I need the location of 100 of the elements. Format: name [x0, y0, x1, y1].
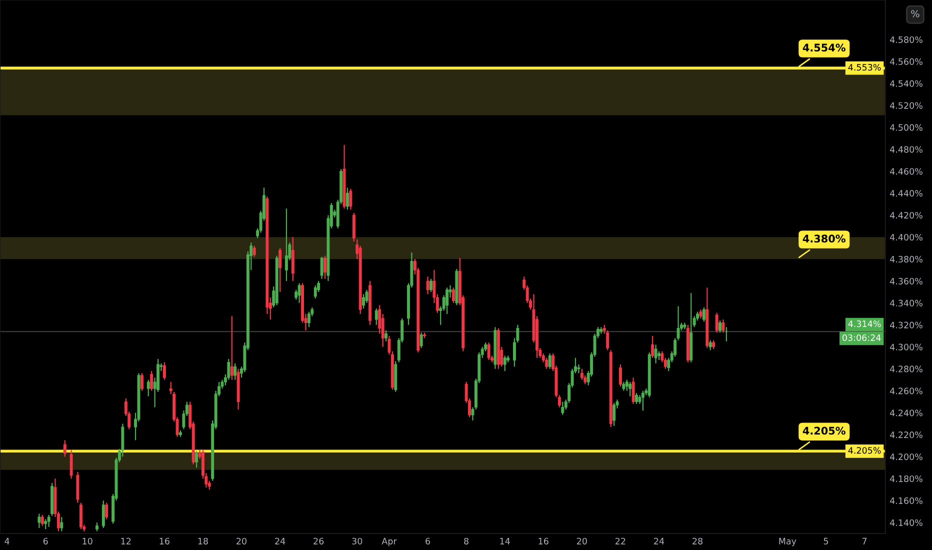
y-tick-label: 4.340% — [890, 300, 922, 306]
y-tick-label: 4.480% — [890, 146, 922, 153]
candlestick — [429, 278, 432, 293]
candlestick — [324, 255, 326, 280]
x-tick-label: 16 — [538, 538, 548, 544]
y-tick-label: 4.540% — [890, 80, 922, 87]
y-tick-label: 4.580% — [890, 36, 922, 43]
candlestick — [635, 392, 638, 405]
candlestick — [169, 381, 172, 395]
candlestick — [291, 236, 294, 282]
candlestick — [561, 401, 564, 416]
candlestick — [70, 450, 73, 480]
candlestick — [362, 294, 366, 310]
x-tick-label: 26 — [314, 538, 324, 544]
x-tick-label: 10 — [82, 538, 92, 544]
candlestick — [612, 402, 616, 426]
y-tick-label: 4.460% — [890, 168, 922, 175]
candlestick — [651, 335, 654, 358]
candlestick — [374, 308, 378, 326]
x-tick-label: 4 — [4, 538, 10, 544]
candlestick — [346, 187, 349, 210]
y-tick-label: 4.500% — [890, 124, 922, 131]
x-tick-label: 16 — [160, 538, 170, 544]
y-tick-label: 4.180% — [890, 475, 922, 482]
y-tick-label: 4.260% — [890, 388, 922, 394]
x-tick-label: 6 — [43, 538, 48, 544]
y-tick-label: 4.140% — [890, 519, 922, 526]
annotation: 4.205% — [848, 447, 881, 454]
x-tick-label: 12 — [121, 538, 131, 544]
candlestick — [641, 390, 644, 412]
annotation: 03:06:24 — [842, 334, 881, 341]
candlestick — [349, 188, 352, 210]
x-tick-label: 6 — [426, 538, 430, 544]
y-tick-label: 4.300% — [890, 344, 922, 350]
candlestick — [580, 368, 584, 380]
candlestick — [146, 379, 150, 397]
candlestick — [195, 450, 198, 468]
x-tick-label: 20 — [576, 538, 587, 544]
x-tick-label: 30 — [352, 538, 362, 544]
y-tick-label: 4.160% — [890, 497, 922, 504]
candlestick — [38, 513, 41, 529]
ref-line-label: 4.205% — [802, 426, 846, 435]
candlestick — [234, 362, 237, 380]
candlestick — [47, 514, 50, 528]
candlestick — [452, 287, 455, 304]
candlestick — [63, 440, 66, 458]
candlestick — [162, 362, 166, 380]
candlestick — [140, 372, 144, 392]
y-tick-label: 4.520% — [890, 102, 922, 109]
y-tick-label: 4.200% — [890, 453, 922, 460]
ref-line-label: 4.554% — [802, 44, 846, 52]
candlestick — [314, 284, 317, 300]
candlestick — [503, 355, 506, 372]
annotation: 4.553% — [848, 64, 881, 71]
x-tick-label: 24 — [654, 538, 664, 544]
y-tick-label: 4.320% — [890, 322, 922, 328]
x-tick-label: May — [779, 538, 796, 546]
x-tick-label: 5 — [824, 538, 828, 544]
candlestick — [487, 342, 490, 361]
candlestick — [320, 256, 324, 280]
x-tick-label: 28 — [692, 538, 702, 544]
candlestick — [105, 502, 108, 520]
y-tick-label: 4.240% — [890, 410, 922, 416]
y-tick-label: 4.560% — [890, 58, 922, 65]
candlestick — [548, 352, 552, 370]
candlestick — [284, 208, 288, 282]
y-tick-label: 4.380% — [890, 256, 922, 263]
x-tick-label: 8 — [464, 538, 468, 544]
x-tick-label: Apr — [382, 538, 397, 546]
candlestick — [718, 320, 722, 334]
candlestick — [307, 311, 310, 328]
y-tick-label: 4.400% — [890, 234, 922, 241]
candlestick — [618, 364, 622, 387]
candlestick — [724, 326, 728, 342]
candlestick — [702, 306, 706, 322]
x-tick-label: 20 — [236, 538, 246, 544]
text: % — [911, 10, 920, 18]
candlestick — [230, 316, 234, 380]
x-tick-label: 24 — [275, 538, 286, 544]
candlestick — [150, 370, 154, 392]
candlestick — [722, 318, 725, 334]
candlestick — [446, 287, 449, 315]
candlestick — [60, 516, 64, 532]
x-tick-label: 14 — [500, 538, 510, 544]
candlestick — [352, 212, 356, 242]
candlestick — [102, 500, 105, 529]
candlestick — [628, 381, 632, 397]
candlestick — [40, 514, 44, 526]
x-tick-label: 18 — [198, 538, 208, 544]
x-tick-label: 7 — [862, 538, 867, 544]
candlestick — [278, 248, 282, 293]
candlestick — [708, 340, 712, 351]
candlestick — [420, 332, 423, 349]
candlestick — [252, 245, 256, 258]
y-tick-label: 4.440% — [890, 190, 922, 197]
y-tick-label: 4.220% — [890, 432, 922, 438]
x-tick-label: 22 — [616, 538, 626, 544]
candlestick — [545, 357, 548, 370]
candlestick — [298, 282, 301, 304]
y-tick-label: 4.420% — [890, 212, 922, 219]
